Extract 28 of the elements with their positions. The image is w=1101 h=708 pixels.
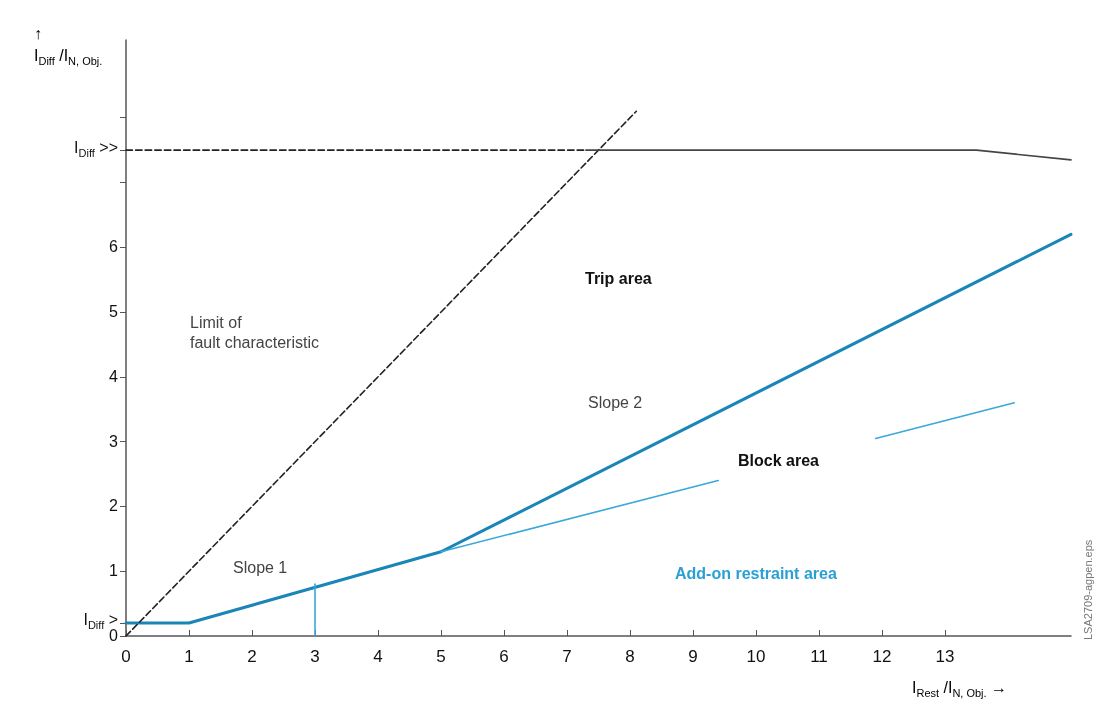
x-tick-label: 12 [872,647,892,666]
x-tick-label: 1 [184,647,194,666]
annotation: Limit of fault characteristic [190,313,319,351]
x-tick-label: 5 [436,647,446,666]
x-tick-label: 7 [562,647,572,666]
x-tick-label: 8 [625,647,635,666]
x-tick-label: 3 [310,647,320,666]
y-tick-label: I$_{Diff}$ >> [74,138,118,161]
text: LSA2709-agpen.eps [1082,539,1094,640]
y-tick-label: 1 [109,562,118,581]
x-tick-label: 4 [373,647,383,666]
x-tick-label: 6 [499,647,509,666]
x-tick-label: 0 [121,647,131,666]
x-tick-label: 13 [935,647,955,666]
y-tick-label: 2 [109,497,118,516]
annotation: Block area [738,451,820,469]
y-tick-label: 3 [109,432,118,451]
y-tick-label: 6 [109,238,118,257]
annotation: Trip area [585,269,652,287]
x-tick-label: 10 [746,647,766,666]
annotation: Add-on restraint area [675,564,837,582]
y-tick-label: 5 [109,303,118,322]
annotation: Slope 2 [588,393,643,411]
x-tick-label: 9 [688,647,698,666]
x-tick-label: 2 [247,647,257,666]
x-tick-label: 11 [810,647,828,666]
y-tick-label: 4 [109,367,118,386]
annotation: Slope 1 [233,558,288,576]
